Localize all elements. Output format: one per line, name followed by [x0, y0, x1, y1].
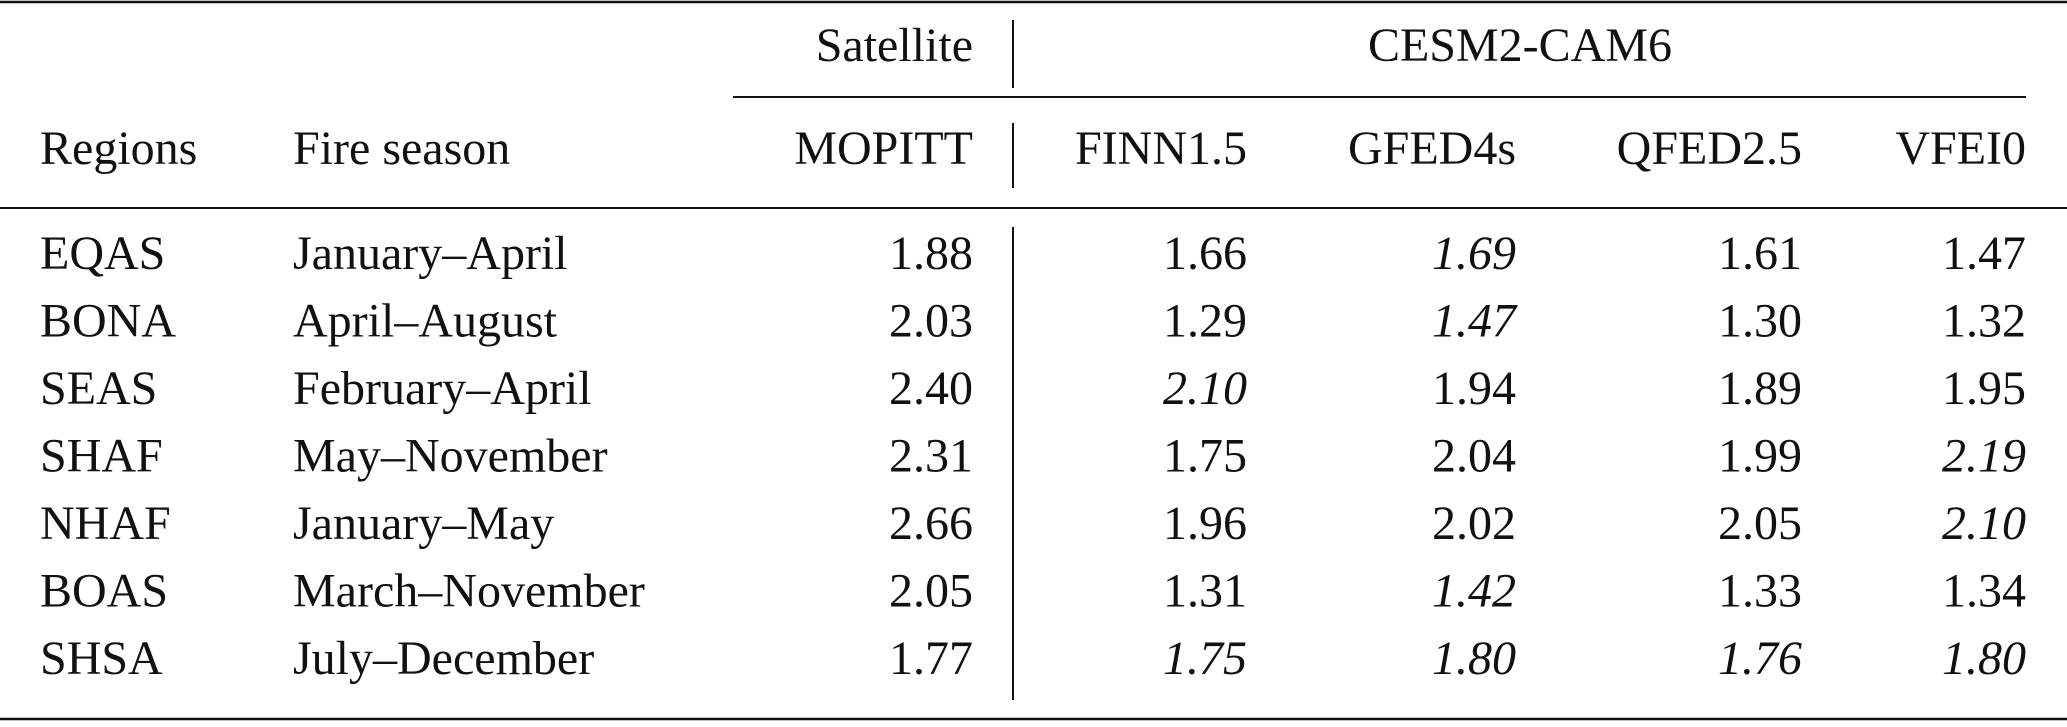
value-cell: 1.96 [1163, 497, 1247, 550]
group-header: CESM2-CAM6 [1368, 19, 1672, 72]
value-cell: 1.66 [1163, 227, 1247, 280]
value-cell: 1.31 [1163, 565, 1247, 618]
region-cell: SHAF [40, 430, 163, 483]
region-cell: BONA [40, 295, 176, 348]
value-cell: 1.95 [1942, 362, 2026, 415]
value-cell: 2.10 [1942, 497, 2026, 550]
season-cell: January–May [293, 497, 554, 550]
value-cell: 2.02 [1432, 497, 1516, 550]
season-cell: March–November [293, 565, 645, 618]
value-cell: 1.32 [1942, 295, 2026, 348]
value-cell: 1.61 [1718, 227, 1802, 280]
value-cell: 2.04 [1432, 430, 1516, 483]
value-cell: 2.05 [889, 565, 973, 618]
region-cell: BOAS [40, 565, 168, 618]
value-cell: 1.33 [1718, 565, 1802, 618]
value-cell: 2.05 [1718, 497, 1802, 550]
column-header: MOPITT [794, 122, 973, 175]
group-header: Satellite [816, 19, 973, 72]
value-cell: 2.03 [889, 295, 973, 348]
value-cell: 1.29 [1163, 295, 1247, 348]
column-header: VFEI0 [1895, 122, 2026, 175]
value-cell: 2.10 [1163, 362, 1247, 415]
value-cell: 1.34 [1942, 565, 2026, 618]
value-cell: 1.99 [1718, 430, 1802, 483]
value-cell: 2.31 [889, 430, 973, 483]
value-cell: 1.77 [889, 632, 973, 685]
column-header: Fire season [293, 122, 510, 175]
column-header: FINN1.5 [1075, 122, 1247, 175]
season-cell: May–November [293, 430, 608, 483]
region-cell: SHSA [40, 632, 163, 685]
column-header: QFED2.5 [1617, 122, 1802, 175]
value-cell: 1.30 [1718, 295, 1802, 348]
value-cell: 1.89 [1718, 362, 1802, 415]
column-header: GFED4s [1348, 122, 1516, 175]
season-cell: April–August [293, 295, 558, 348]
value-cell: 1.80 [1432, 632, 1516, 685]
value-cell: 2.66 [889, 497, 973, 550]
value-cell: 1.94 [1432, 362, 1516, 415]
value-cell: 1.47 [1942, 227, 2026, 280]
value-cell: 1.69 [1432, 227, 1516, 280]
season-cell: July–December [293, 632, 594, 685]
region-cell: EQAS [40, 227, 165, 280]
value-cell: 2.40 [889, 362, 973, 415]
value-cell: 1.42 [1432, 565, 1516, 618]
season-cell: January–April [293, 227, 568, 280]
value-cell: 1.88 [889, 227, 973, 280]
region-cell: NHAF [40, 497, 171, 550]
column-header: Regions [40, 122, 197, 175]
region-cell: SEAS [40, 362, 157, 415]
value-cell: 2.19 [1942, 430, 2026, 483]
value-cell: 1.75 [1163, 632, 1247, 685]
value-cell: 1.47 [1432, 295, 1518, 348]
value-cell: 1.80 [1942, 632, 2026, 685]
value-cell: 1.75 [1163, 430, 1247, 483]
value-cell: 1.76 [1718, 632, 1802, 685]
season-cell: February–April [293, 362, 592, 415]
